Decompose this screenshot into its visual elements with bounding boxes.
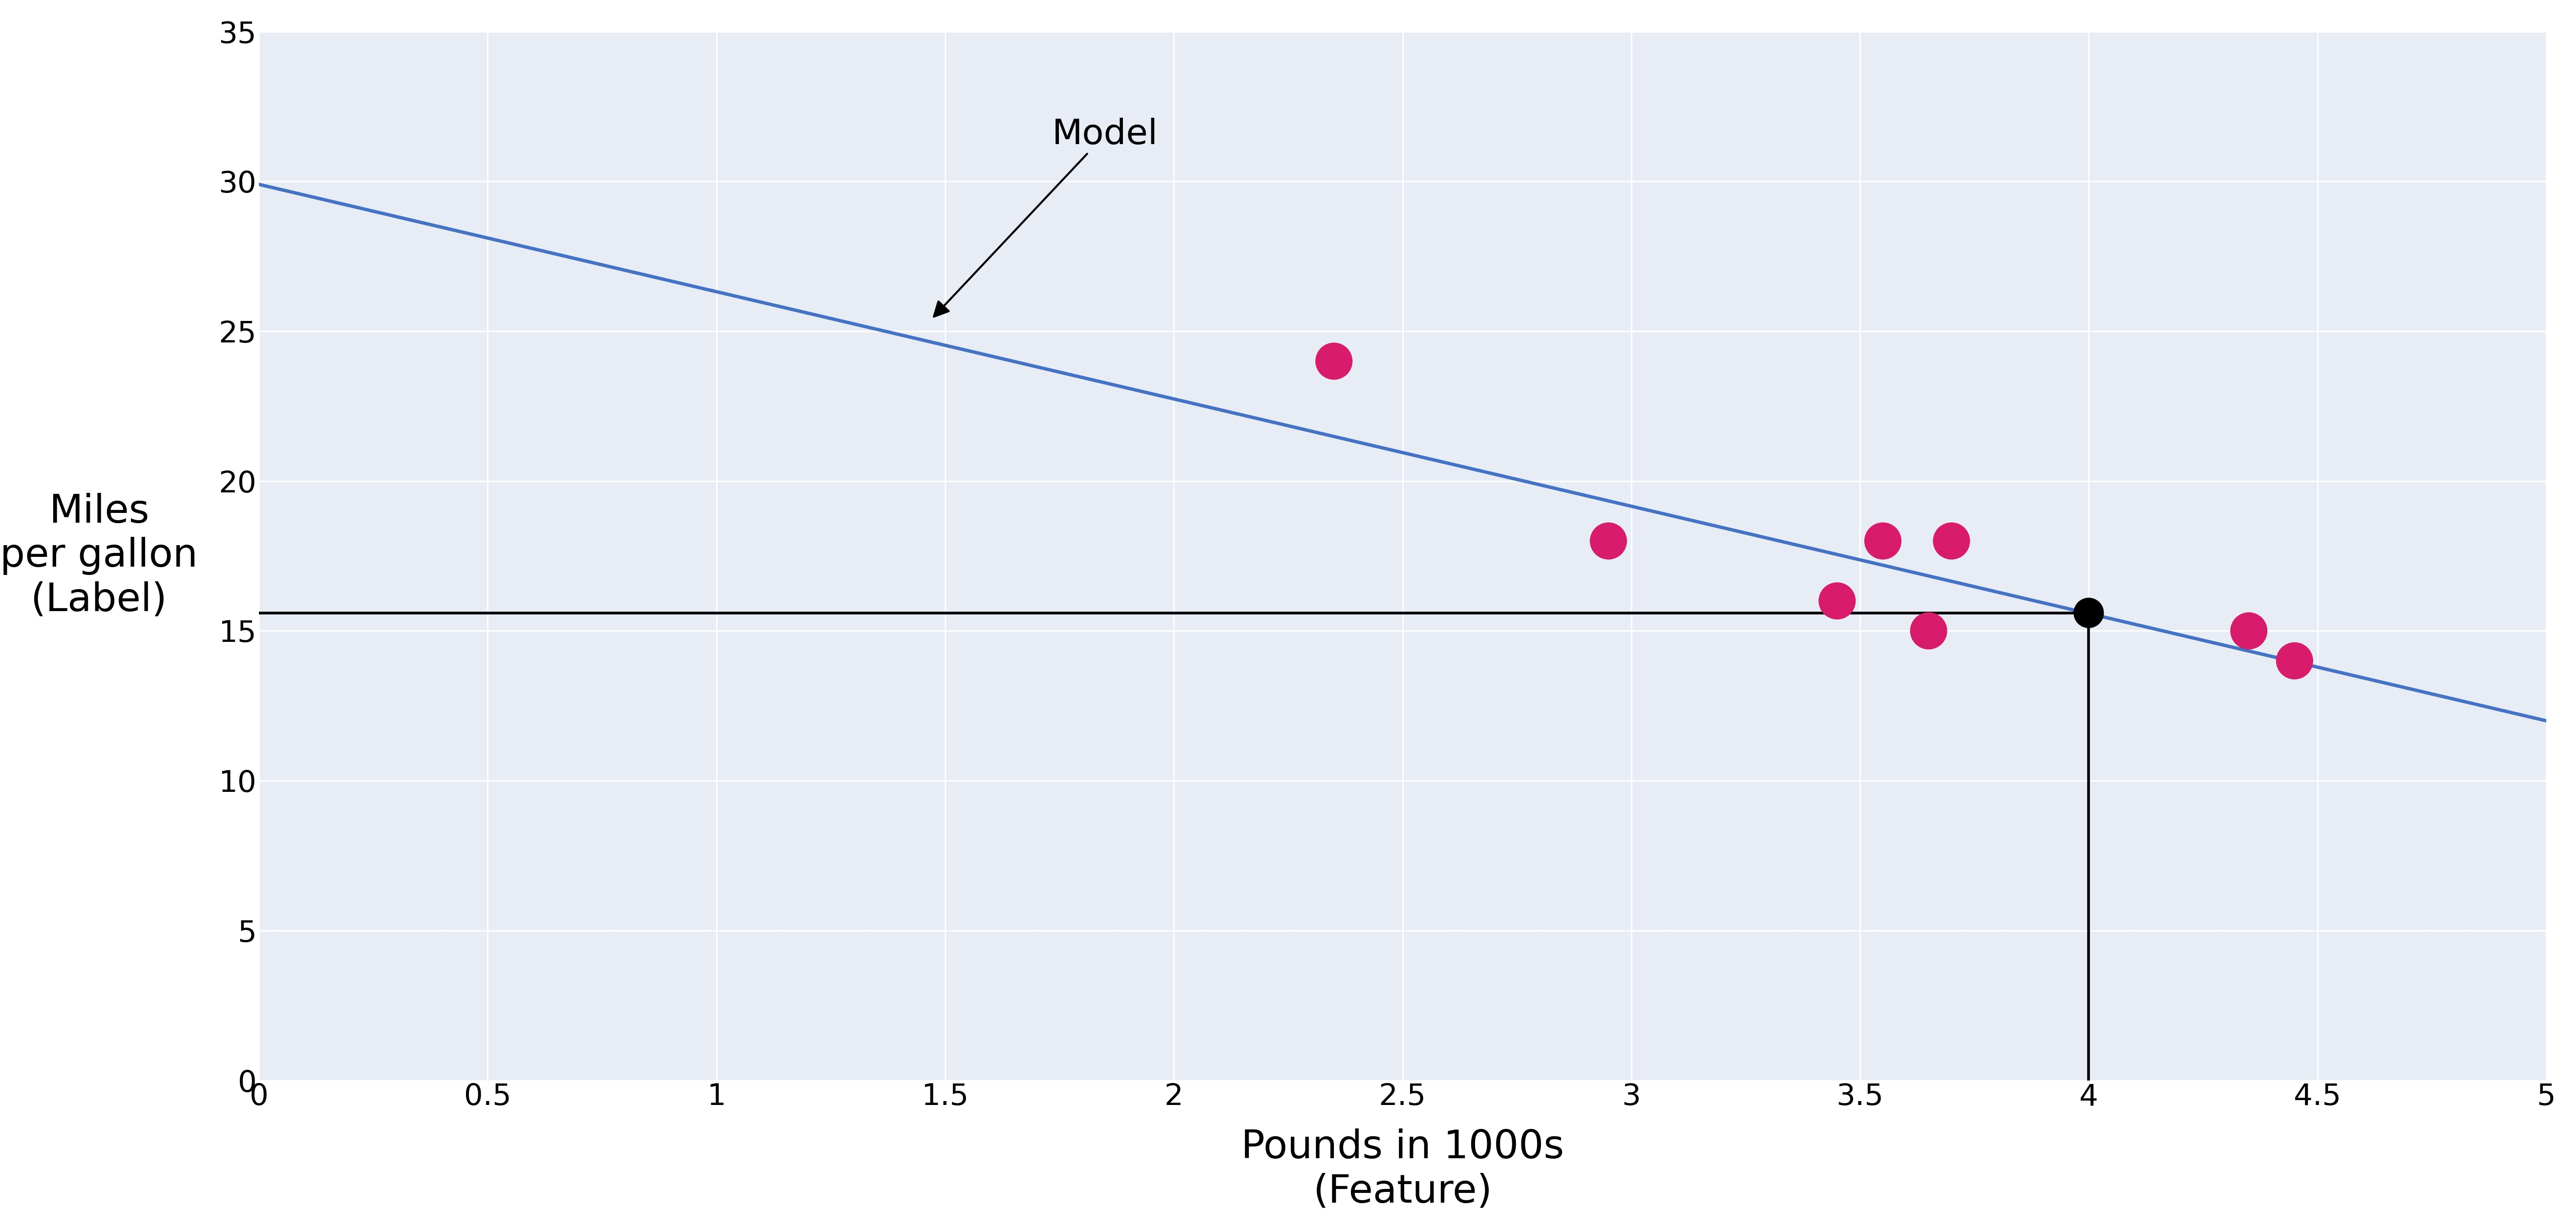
Point xyxy=(2069,603,2110,623)
Point xyxy=(2275,651,2316,671)
Point xyxy=(1587,531,1628,550)
Point xyxy=(1932,531,1973,550)
Point xyxy=(1909,620,1950,640)
Text: Model: Model xyxy=(935,118,1159,316)
Point xyxy=(2228,620,2269,640)
Point xyxy=(1862,531,1904,550)
X-axis label: Pounds in 1000s
(Feature): Pounds in 1000s (Feature) xyxy=(1242,1129,1564,1210)
Point xyxy=(1816,591,1857,611)
Y-axis label: Miles
per gallon
(Label): Miles per gallon (Label) xyxy=(0,492,198,619)
Point xyxy=(1314,351,1355,371)
